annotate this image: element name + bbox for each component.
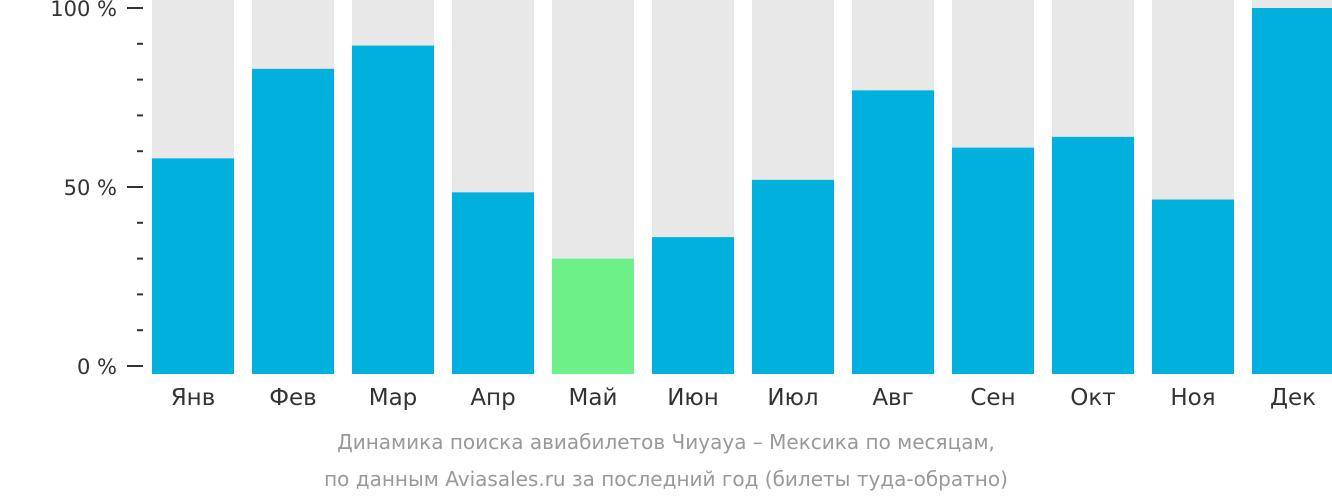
x-tick-label: Авг [872, 385, 913, 411]
x-tick-label: Апр [470, 385, 515, 411]
bar-2 [352, 45, 434, 375]
bar-3 [452, 192, 534, 374]
bar-6 [752, 179, 834, 374]
x-tick-label: Ноя [1170, 385, 1215, 411]
y-tick-label: 0 % [77, 355, 117, 379]
bar-9 [1052, 136, 1134, 374]
bar-10 [1152, 199, 1234, 374]
chart-caption-line-1: Динамика поиска авиабилетов Чиуауа – Мек… [337, 430, 995, 454]
bar-chart: 0 % 50 % 100 % Янв Фев Мар Апр Май Июн Июл Авг Сен… [50, 0, 1332, 411]
x-axis-labels: Янв Фев Мар Апр Май Июн Июл Авг Сен Окт Ноя Дек [171, 385, 1316, 411]
bar-1 [252, 68, 334, 375]
y-axis: 0 % 50 % 100 % [50, 0, 143, 379]
y-tick-label: 50 % [64, 176, 117, 200]
x-tick-label: Май [569, 385, 618, 411]
x-tick-label: Июл [767, 385, 818, 411]
x-tick-label: Сен [970, 385, 1015, 411]
x-tick-label: Окт [1070, 385, 1115, 411]
bars [152, 8, 1332, 375]
bar-7 [852, 90, 934, 374]
chart-caption-line-2: по данным Aviasales.ru за последний год … [324, 467, 1008, 491]
y-tick-label: 100 % [50, 0, 117, 21]
bar-8 [952, 147, 1034, 374]
x-tick-label: Дек [1270, 385, 1316, 411]
bar-4 [552, 258, 634, 374]
x-tick-label: Фев [269, 385, 317, 411]
bar-11 [1252, 8, 1332, 374]
bar-5 [652, 237, 734, 374]
x-tick-label: Июн [667, 385, 719, 411]
x-tick-label: Янв [171, 385, 216, 411]
bar-0 [152, 158, 234, 374]
x-tick-label: Мар [369, 385, 418, 411]
